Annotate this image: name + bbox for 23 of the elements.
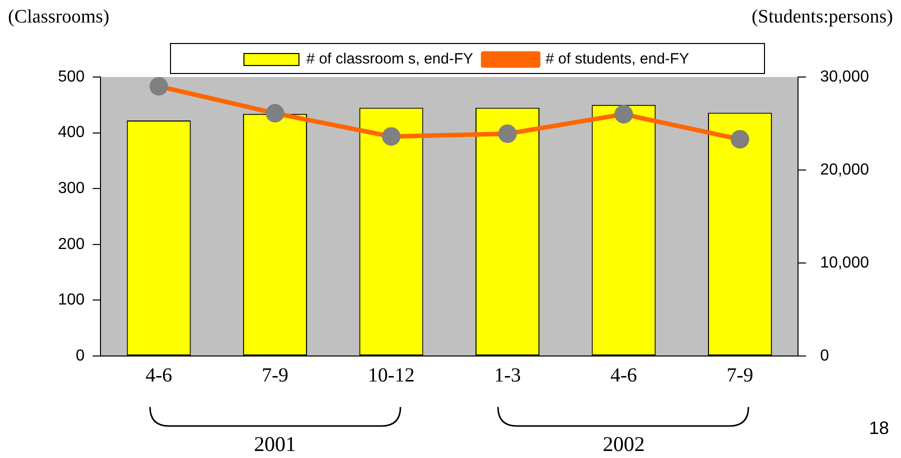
y-tick-label: 500 xyxy=(58,68,85,86)
y-axis-title: (Classrooms) xyxy=(8,6,110,28)
y-tick-label: 0 xyxy=(76,347,85,364)
legend-label: # of students, end-FY xyxy=(546,50,690,68)
y-tick-label: 200 xyxy=(58,236,85,253)
y2-axis-title: (Students:persons) xyxy=(752,6,893,28)
text: 2002 xyxy=(602,432,645,457)
legend-label: # of classroom s, end-FY xyxy=(306,50,474,68)
y2-tick-label: 30,000 xyxy=(820,68,870,86)
y2-tick-label: 0 xyxy=(820,347,830,364)
text: 2001 xyxy=(254,432,296,457)
x-tick-label: 1-3 xyxy=(494,364,521,386)
y-tick-label: 300 xyxy=(58,180,85,198)
y-tick-label: 100 xyxy=(58,292,85,309)
x-tick-label: 4-6 xyxy=(145,364,172,386)
x-tick-label: 7-9 xyxy=(726,364,754,386)
x-tick-label: 4-6 xyxy=(610,364,638,386)
y2-tick-label: 20,000 xyxy=(820,161,870,178)
x-tick-label: 7-9 xyxy=(262,364,288,386)
y-tick-label: 400 xyxy=(58,124,85,142)
text: 18 xyxy=(868,418,889,439)
x-tick-label: 10-12 xyxy=(368,364,415,386)
y2-tick-label: 10,000 xyxy=(820,254,870,272)
